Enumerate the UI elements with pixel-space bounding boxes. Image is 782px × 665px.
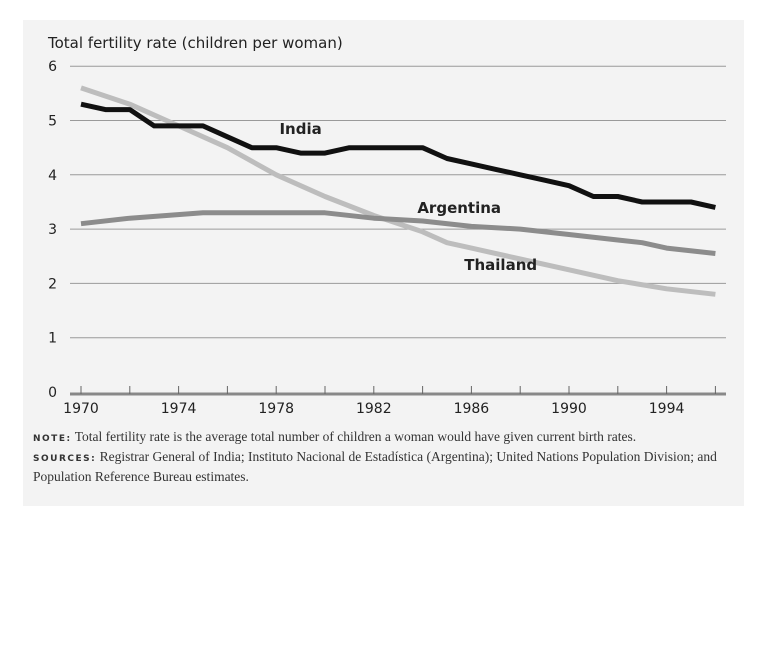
y-tick-label: 1 bbox=[48, 331, 57, 347]
y-tick-label: 3 bbox=[48, 222, 57, 238]
y-tick-label: 2 bbox=[48, 276, 57, 292]
y-tick-label: 5 bbox=[48, 114, 57, 130]
x-tick-label: 1986 bbox=[454, 401, 490, 417]
y-tick-label: 4 bbox=[48, 168, 57, 184]
sources-text: Registrar General of India; Instituto Na… bbox=[33, 449, 717, 484]
sources-label: SOURCES: bbox=[33, 454, 97, 464]
chart-notes: NOTE: Total fertility rate is the averag… bbox=[33, 428, 743, 485]
chart-title: Total fertility rate (children per woman… bbox=[47, 34, 343, 52]
y-tick-label: 0 bbox=[48, 385, 57, 401]
y-tick-label: 6 bbox=[48, 59, 57, 75]
series-label-argentina: Argentina bbox=[417, 199, 501, 217]
chart-panel bbox=[23, 20, 744, 506]
series-line-thailand bbox=[80, 85, 716, 297]
series-label-india: India bbox=[279, 120, 321, 138]
x-tick-label: 1970 bbox=[63, 401, 99, 417]
x-tick-label: 1974 bbox=[161, 401, 197, 417]
note: NOTE: Total fertility rate is the averag… bbox=[33, 428, 743, 448]
series-line-india bbox=[80, 101, 716, 210]
x-tick-label: 1990 bbox=[551, 401, 587, 417]
fertility-line-chart: Total fertility rate (children per woman… bbox=[47, 34, 726, 417]
x-tick-label: 1994 bbox=[649, 401, 685, 417]
note-label: NOTE: bbox=[33, 434, 72, 444]
note-text: Total fertility rate is the average tota… bbox=[74, 429, 637, 444]
series-line-argentina bbox=[80, 210, 716, 256]
sources: SOURCES: Registrar General of India; Ins… bbox=[33, 448, 743, 485]
x-tick-label: 1978 bbox=[258, 401, 294, 417]
series-label-thailand: Thailand bbox=[464, 256, 537, 274]
x-tick-label: 1982 bbox=[356, 401, 392, 417]
